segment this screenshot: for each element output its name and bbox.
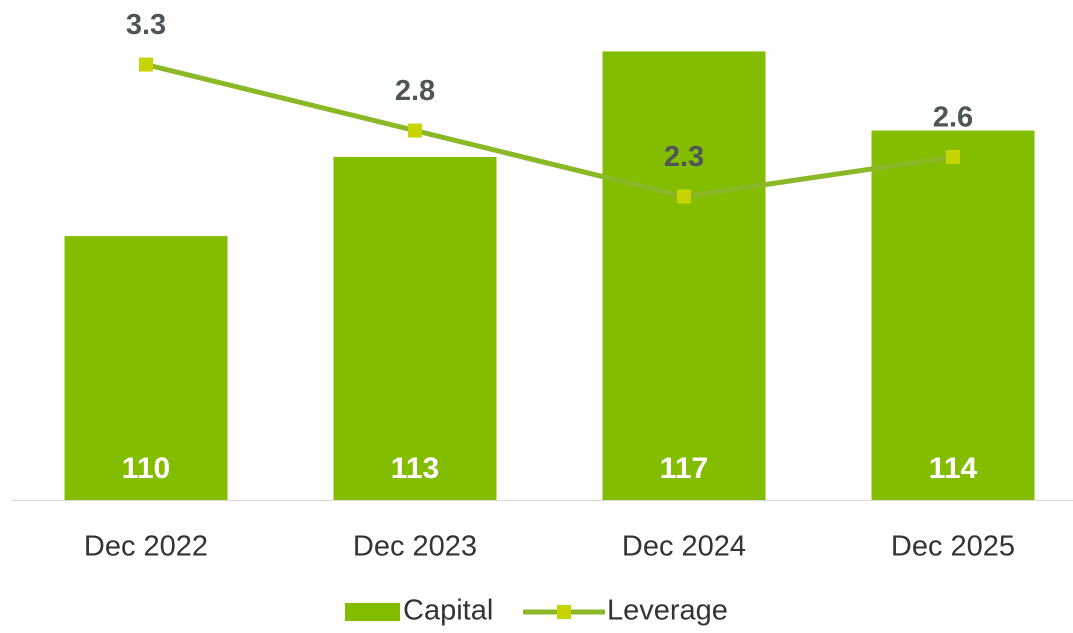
marker xyxy=(139,57,153,72)
marker xyxy=(946,149,960,164)
marker xyxy=(408,123,422,138)
x-tick-label: Dec 2024 xyxy=(622,531,746,563)
line-value-label: 3.3 xyxy=(126,9,166,41)
bar xyxy=(333,156,497,500)
legend-swatch xyxy=(345,603,400,621)
bar xyxy=(871,130,1035,501)
line xyxy=(145,62,954,200)
bar xyxy=(64,236,228,500)
bar-value-label: 114 xyxy=(929,452,978,485)
line-value-label: 2.3 xyxy=(664,141,704,173)
bar-value-label: 113 xyxy=(391,452,439,485)
bar xyxy=(602,51,766,501)
x-tick-label: Dec 2022 xyxy=(84,531,208,563)
line-value-label: 2.6 xyxy=(933,102,973,134)
legend-label: Leverage xyxy=(607,595,728,627)
marker xyxy=(677,189,691,204)
legend-label: Capital xyxy=(403,595,493,627)
bar-value-label: 110 xyxy=(122,452,170,485)
line-value-label: 2.8 xyxy=(395,75,435,107)
x-tick-label: Dec 2023 xyxy=(353,531,477,563)
bar-value-label: 117 xyxy=(660,452,708,485)
legend-marker xyxy=(557,605,571,619)
x-tick-label: Dec 2025 xyxy=(891,531,1015,563)
